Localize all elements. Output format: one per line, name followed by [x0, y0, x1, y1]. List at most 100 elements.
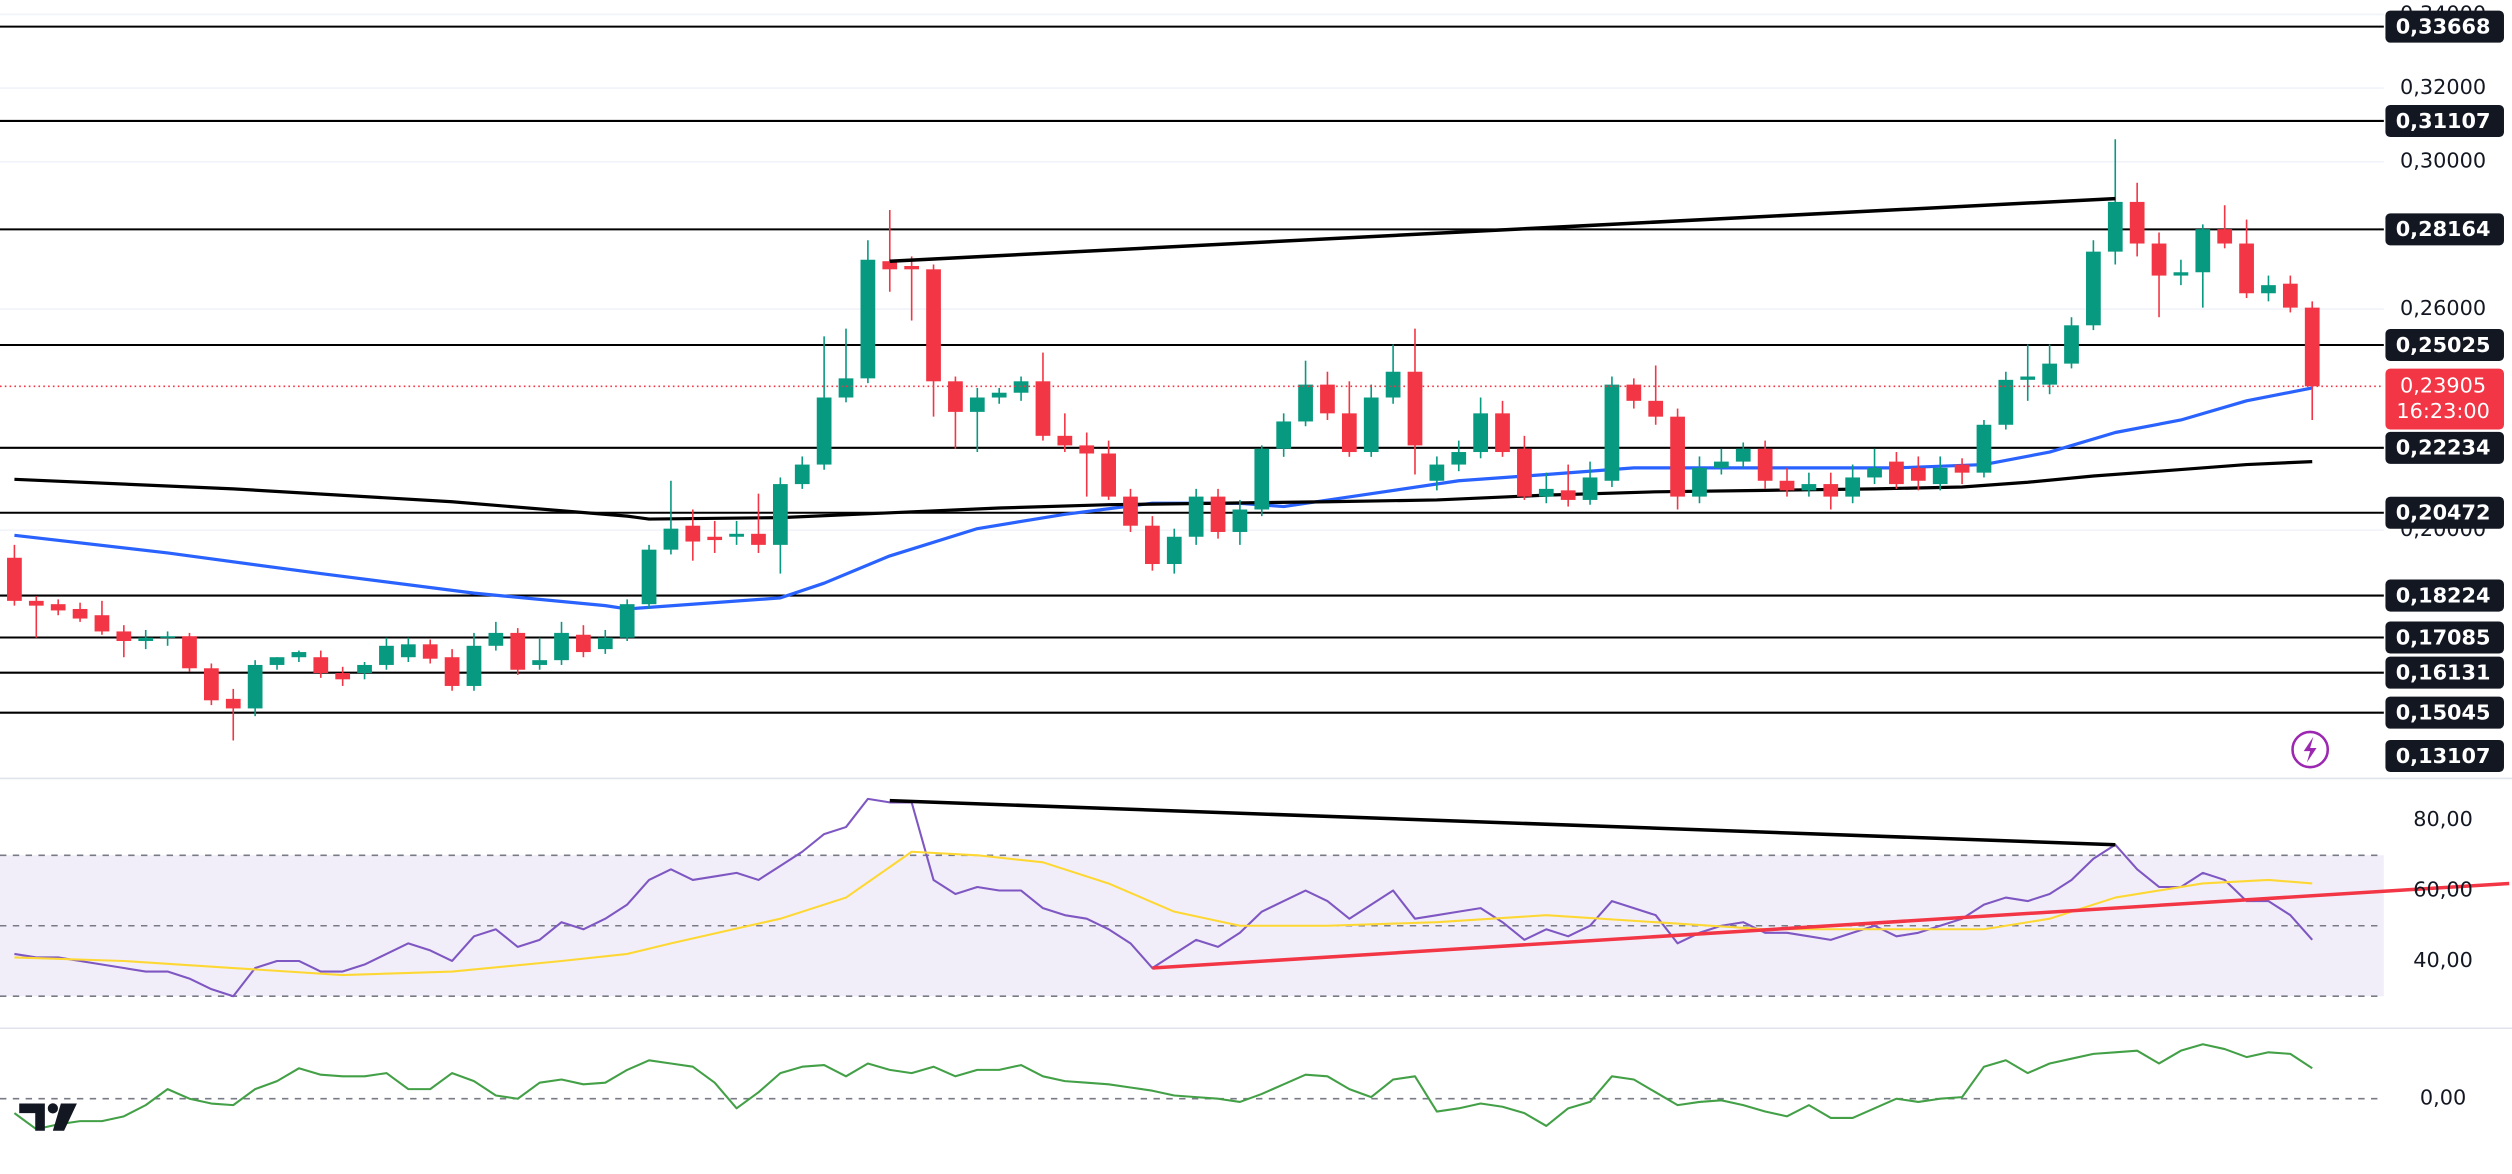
candle-body [1254, 448, 1270, 510]
level-label: 0,33668 [2396, 14, 2491, 38]
candle-body [1867, 467, 1882, 478]
candle-body [138, 637, 154, 642]
candle-body [1670, 416, 1685, 497]
candle-body [422, 644, 438, 659]
candle-body [1473, 413, 1489, 453]
candle-body [1166, 536, 1182, 565]
candle-body [313, 657, 329, 674]
candle-body [991, 392, 1007, 398]
candle-body [576, 634, 591, 653]
candle-body [1495, 413, 1510, 453]
level-label: 0,18224 [2396, 583, 2491, 607]
candle-body [1757, 448, 1773, 481]
candle-body [1298, 384, 1313, 422]
candle-body [335, 673, 351, 680]
candle-body [1910, 467, 1926, 481]
indicator-line [13, 1043, 2313, 1131]
level-label: 0,16131 [2396, 660, 2491, 684]
candle-body [1079, 445, 1095, 454]
candle-body [1735, 448, 1751, 462]
candle-body [247, 664, 263, 709]
candle-body [926, 269, 941, 382]
candle-body [1582, 477, 1598, 500]
candle-body [1013, 381, 1029, 393]
moving-average [14, 460, 2313, 521]
candle-body [772, 484, 788, 545]
tradingview-logo[interactable] [19, 1103, 77, 1131]
y-tick-label: 0,30000 [2400, 149, 2486, 173]
candle-body [2261, 285, 2276, 294]
candle-body [160, 636, 175, 638]
candle-body [1648, 400, 1664, 417]
candle-body [1932, 467, 1948, 485]
level-label: 0,13107 [2396, 744, 2491, 768]
candle-body [182, 636, 197, 669]
y-tick-label: 0,32000 [2400, 75, 2486, 99]
candle-body [1451, 452, 1467, 465]
candle-body [532, 660, 548, 665]
candle-body [1889, 461, 1904, 485]
candle-body [1407, 371, 1423, 446]
level-label: 0,15045 [2396, 700, 2491, 724]
candle-body [488, 632, 504, 646]
candle-body [1779, 480, 1795, 491]
candle-body [116, 631, 132, 642]
candle-body [1954, 464, 1970, 473]
candle-body [2217, 229, 2233, 244]
candle-body [466, 645, 482, 686]
candle-body [1560, 490, 1576, 500]
candle-body [1538, 488, 1554, 497]
candle-body [816, 397, 832, 465]
candle-body [2304, 307, 2320, 387]
last-price-box [2385, 368, 2504, 430]
candle-body [1035, 381, 1051, 436]
candle-body [1320, 384, 1335, 414]
candle-body [1429, 464, 1445, 481]
level-label-box [2385, 10, 2504, 43]
candle-body [1145, 525, 1160, 565]
alert-icon[interactable] [2291, 730, 2330, 769]
level-label-box [2385, 696, 2504, 729]
candle-body [1101, 453, 1116, 497]
candle-body [1692, 467, 1707, 497]
last-price-label: 0,23905 [2400, 373, 2486, 397]
candle-body [1341, 413, 1357, 453]
candle-body [1123, 496, 1138, 526]
y-tick-label: 0,26000 [2400, 296, 2486, 320]
candle-body [2151, 243, 2167, 276]
level-label-box [2385, 656, 2504, 689]
candle-body [1363, 397, 1379, 453]
candle-body [751, 533, 766, 545]
candle-body [685, 525, 701, 542]
candle-body [510, 632, 526, 670]
candle-body [357, 664, 372, 674]
level-label: 0,22234 [2396, 436, 2491, 460]
candle-body [2129, 201, 2145, 244]
moving-average [14, 386, 2313, 611]
candle-body [204, 668, 219, 701]
candle-body [2064, 325, 2079, 364]
candle-body [1845, 477, 1861, 497]
candle-body [2239, 243, 2254, 294]
y-tick-label: 40,00 [2413, 948, 2473, 972]
candle-body [94, 615, 110, 632]
level-label-box [2385, 621, 2504, 654]
candle-body [444, 657, 460, 686]
level-label-box [2385, 329, 2504, 362]
candle-body [882, 261, 898, 270]
candle-body [2020, 376, 2036, 380]
candle-body [291, 652, 307, 658]
candle-body [50, 604, 66, 611]
candle-body [794, 464, 810, 485]
candle-body [948, 381, 963, 412]
candle-body [1604, 384, 1620, 481]
candle-body [2107, 201, 2123, 252]
candle-body [2042, 363, 2057, 385]
trendline [889, 798, 2116, 847]
candle-body [1626, 384, 1642, 401]
candle-body [7, 557, 22, 601]
candle-body [707, 536, 723, 541]
trendline [889, 196, 2116, 263]
candle-body [1276, 421, 1292, 449]
